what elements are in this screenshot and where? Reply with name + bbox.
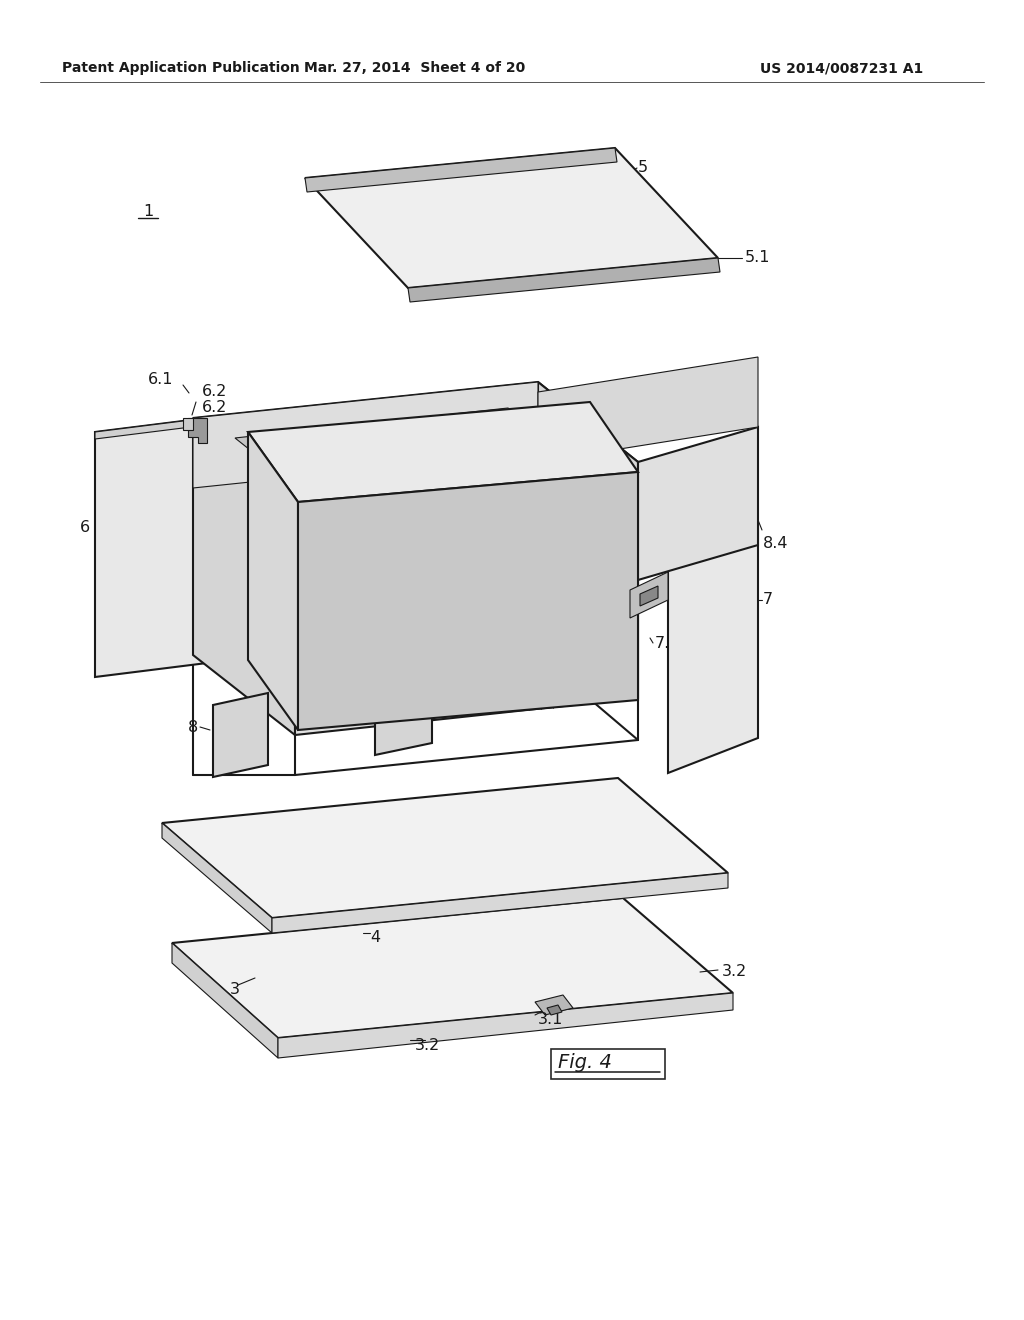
- Polygon shape: [547, 1005, 562, 1015]
- Text: 5: 5: [638, 161, 648, 176]
- Polygon shape: [408, 257, 720, 302]
- Text: 7.1: 7.1: [640, 590, 666, 606]
- Text: 4: 4: [370, 931, 380, 945]
- Text: 6: 6: [80, 520, 90, 535]
- Text: 6.1: 6.1: [148, 372, 173, 388]
- Text: Fig. 4: Fig. 4: [558, 1052, 612, 1072]
- Text: Patent Application Publication: Patent Application Publication: [62, 61, 300, 75]
- Polygon shape: [193, 381, 638, 498]
- Polygon shape: [538, 381, 638, 698]
- Text: 3.1: 3.1: [538, 1012, 563, 1027]
- Polygon shape: [248, 432, 298, 730]
- Polygon shape: [638, 426, 758, 579]
- Polygon shape: [95, 418, 207, 677]
- Polygon shape: [305, 148, 718, 288]
- Polygon shape: [248, 403, 638, 502]
- Text: 7: 7: [763, 593, 773, 607]
- Polygon shape: [535, 995, 573, 1015]
- Polygon shape: [193, 381, 538, 488]
- Text: Mar. 27, 2014  Sheet 4 of 20: Mar. 27, 2014 Sheet 4 of 20: [304, 61, 525, 75]
- Polygon shape: [375, 671, 432, 755]
- Polygon shape: [538, 356, 758, 462]
- Polygon shape: [305, 148, 617, 191]
- Polygon shape: [278, 993, 733, 1059]
- Polygon shape: [188, 418, 207, 444]
- Polygon shape: [295, 462, 638, 735]
- Polygon shape: [234, 408, 588, 500]
- Polygon shape: [272, 873, 728, 933]
- Polygon shape: [95, 418, 207, 440]
- Text: 3.2: 3.2: [722, 965, 748, 979]
- Text: 3: 3: [230, 982, 240, 998]
- Text: 8.4: 8.4: [763, 536, 788, 550]
- Text: 6.2: 6.2: [202, 400, 227, 416]
- Polygon shape: [298, 473, 638, 730]
- Polygon shape: [640, 586, 658, 606]
- Text: 2.31: 2.31: [348, 420, 384, 434]
- Text: 8: 8: [187, 719, 198, 734]
- Polygon shape: [172, 898, 733, 1038]
- Text: 6.2: 6.2: [202, 384, 227, 400]
- Polygon shape: [668, 527, 758, 774]
- Text: 3.2: 3.2: [415, 1038, 440, 1052]
- Text: 5.1: 5.1: [745, 251, 770, 265]
- Polygon shape: [172, 942, 278, 1059]
- Text: 1: 1: [143, 205, 154, 219]
- Polygon shape: [638, 513, 758, 562]
- Text: 2.32: 2.32: [552, 626, 588, 640]
- Polygon shape: [193, 418, 295, 735]
- Text: US 2014/0087231 A1: US 2014/0087231 A1: [760, 61, 924, 75]
- Text: 2: 2: [248, 618, 258, 632]
- Polygon shape: [183, 418, 193, 430]
- Polygon shape: [162, 777, 728, 917]
- Polygon shape: [213, 693, 268, 777]
- Polygon shape: [162, 822, 272, 933]
- Polygon shape: [630, 572, 668, 618]
- Text: 7.2: 7.2: [655, 635, 680, 651]
- Text: 8: 8: [618, 405, 629, 421]
